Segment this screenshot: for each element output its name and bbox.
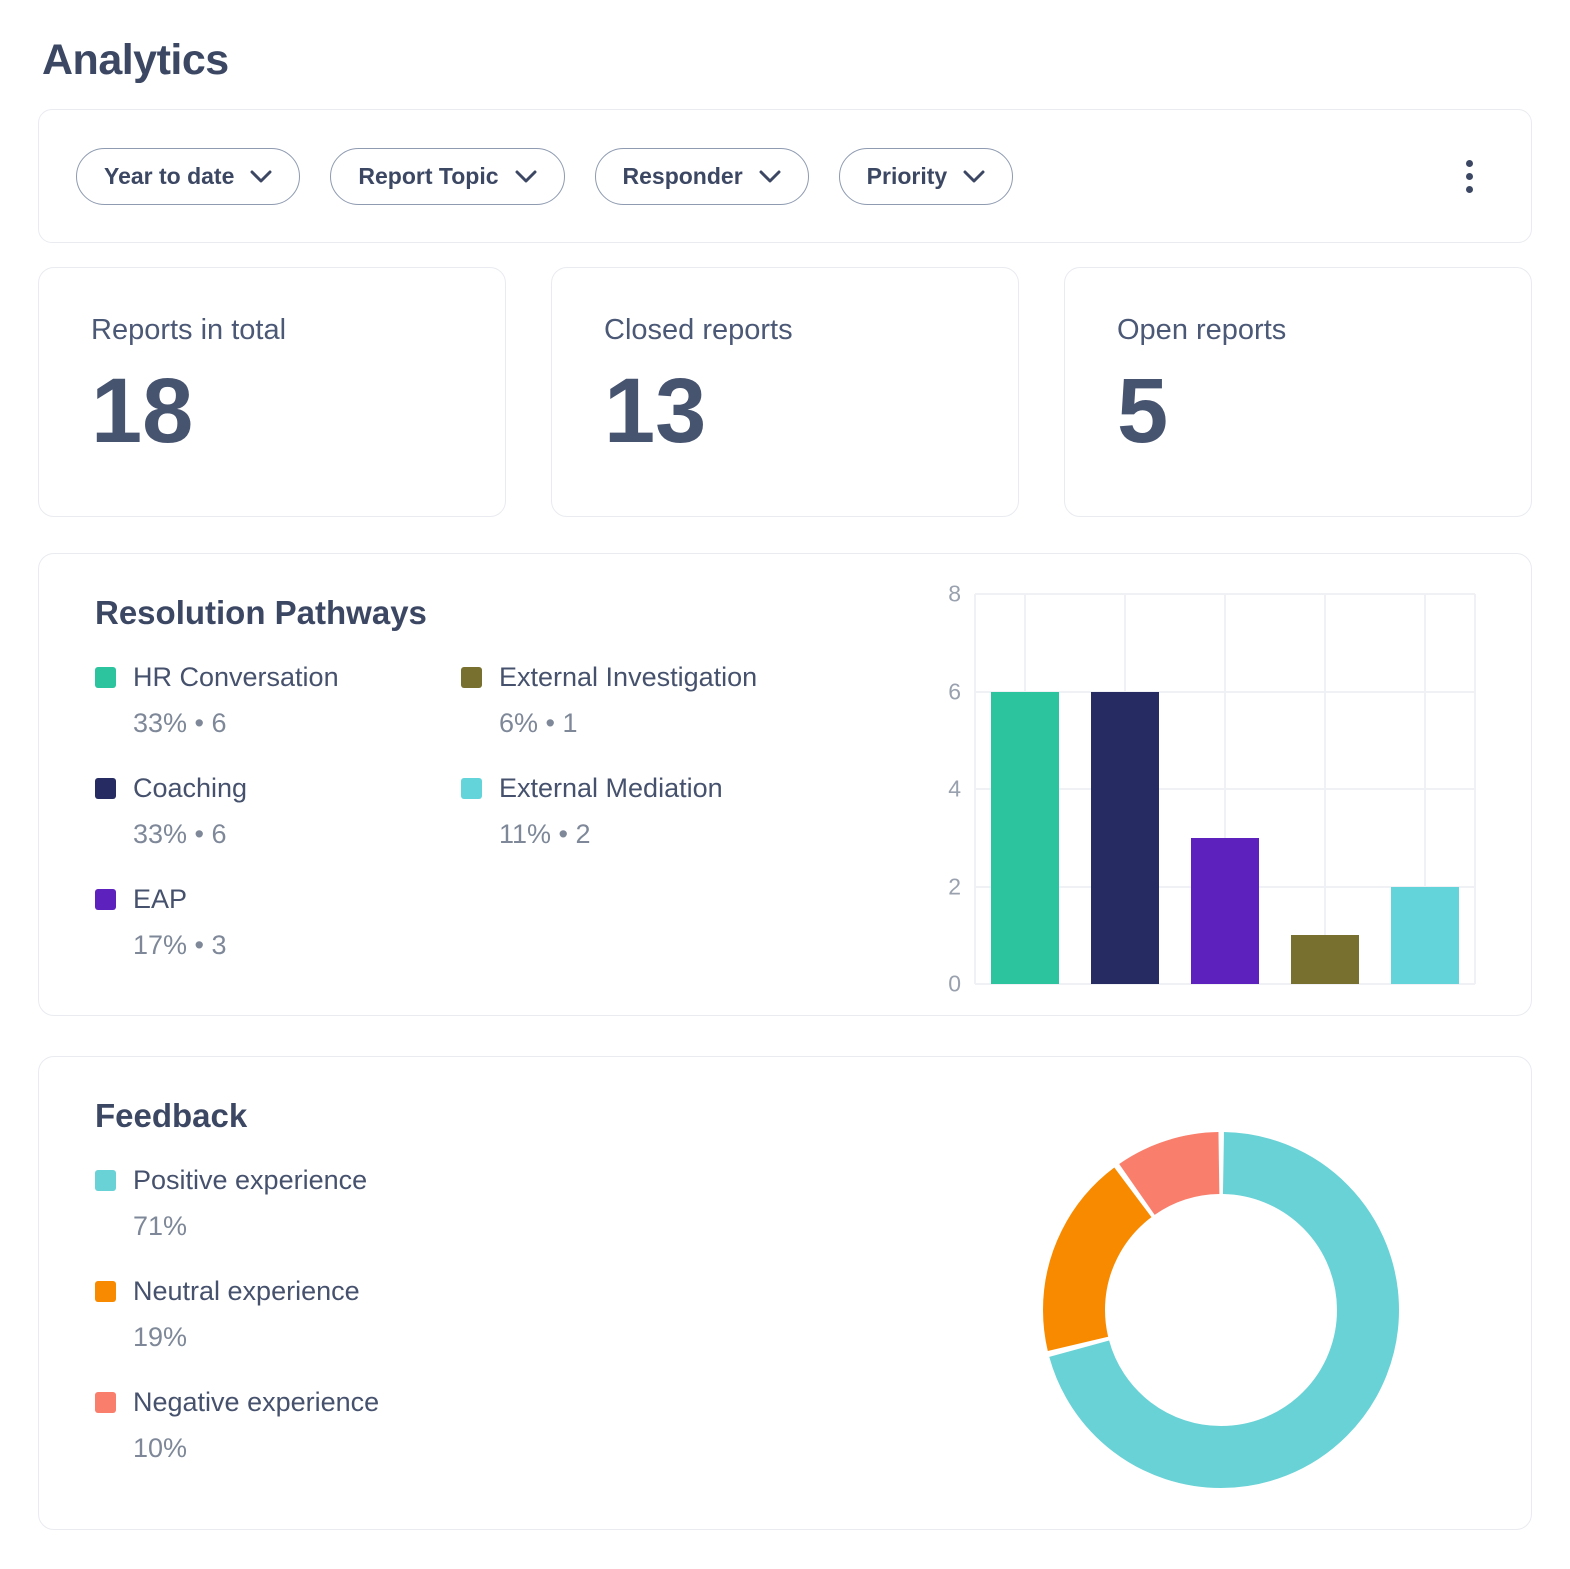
y-tick-label: 8 [948, 580, 961, 607]
resolution-pathways-title: Resolution Pathways [95, 594, 427, 631]
legend-item-eap: EAP 17% • 3 [95, 884, 461, 961]
stat-card-reports-in-total: Reports in total 18 [38, 267, 506, 517]
filter-pill-priority[interactable]: Priority [838, 147, 1014, 205]
stat-value: 5 [1117, 360, 1169, 462]
stats-row: Reports in total 18 Closed reports 13 Op… [38, 267, 1532, 517]
legend-detail: 17% • 3 [133, 930, 227, 960]
chevron-down-icon [759, 170, 781, 182]
chevron-down-icon [963, 170, 985, 182]
y-tick-label: 6 [948, 678, 961, 704]
kebab-vertical-icon [1466, 159, 1473, 167]
legend-label: HR Conversation [133, 662, 339, 692]
legend-detail: 33% • 6 [133, 819, 227, 849]
legend-swatch [95, 1281, 116, 1302]
chevron-down-icon [250, 170, 272, 182]
filter-pill-report-topic[interactable]: Report Topic [330, 147, 565, 205]
feedback-legend: Positive experience 71% Neutral experien… [95, 1165, 379, 1464]
legend-swatch [95, 778, 116, 799]
resolution-pathways-left: Resolution Pathways HR Conversation 33% … [95, 594, 827, 961]
bar-eap[interactable] [1191, 837, 1259, 984]
legend-item-neutral-experience: Neutral experience 19% [95, 1276, 379, 1353]
filter-pill-label: Responder [622, 162, 743, 189]
v-gridline [1324, 594, 1326, 984]
legend-item-external-investigation: External Investigation 6% • 1 [461, 662, 827, 739]
resolution-pathways-card: Resolution Pathways HR Conversation 33% … [38, 553, 1532, 1016]
kebab-vertical-icon [1466, 185, 1473, 193]
legend-item-positive-experience: Positive experience 71% [95, 1165, 379, 1242]
analytics-page: Analytics Year to date Report Topic Resp… [38, 36, 1532, 1530]
stat-label: Open reports [1117, 314, 1287, 346]
feedback-card: Feedback Positive experience 71% Neutral… [38, 1056, 1532, 1530]
stat-value: 18 [91, 360, 194, 462]
legend-swatch [95, 1170, 116, 1191]
legend-detail: 6% • 1 [499, 708, 578, 738]
stat-value: 13 [604, 360, 707, 462]
filter-bar: Year to date Report Topic Responder Prio… [38, 109, 1532, 243]
legend-label: External Investigation [499, 662, 758, 692]
v-gridline [1224, 594, 1226, 984]
legend-detail: 33% • 6 [133, 708, 227, 738]
v-gridline [974, 594, 976, 984]
v-gridline [1474, 594, 1476, 984]
v-gridline [1424, 594, 1426, 984]
legend-detail: 10% [133, 1433, 188, 1463]
legend-label: External Mediation [499, 773, 723, 803]
legend-item-external-mediation: External Mediation 11% • 2 [461, 773, 827, 850]
bar-hr-conversation[interactable] [991, 691, 1059, 984]
filter-pill-year-to-date[interactable]: Year to date [76, 147, 301, 205]
bar-column [975, 594, 1075, 984]
stat-card-open-reports: Open reports 5 [1064, 267, 1532, 517]
bar-column [1275, 594, 1375, 984]
bar-chart-plot [974, 593, 1476, 985]
stat-label: Reports in total [91, 314, 287, 346]
feedback-donut-svg[interactable] [1041, 1130, 1401, 1490]
legend-swatch [461, 778, 482, 799]
page-title: Analytics [42, 36, 229, 84]
legend-label: Negative experience [133, 1387, 380, 1417]
y-tick-label: 0 [948, 970, 961, 997]
h-gridline [975, 983, 1475, 985]
stat-label: Closed reports [604, 314, 793, 346]
bar-external-investigation[interactable] [1291, 935, 1359, 984]
more-options-button[interactable] [1456, 152, 1483, 201]
stat-card-closed-reports: Closed reports 13 [551, 267, 1019, 517]
feedback-left: Feedback Positive experience 71% Neutral… [95, 1097, 379, 1464]
legend-swatch [95, 667, 116, 688]
bar-external-mediation[interactable] [1391, 886, 1459, 984]
legend-item-hr-conversation: HR Conversation 33% • 6 [95, 662, 461, 739]
bar-column [1075, 594, 1175, 984]
legend-detail: 71% [133, 1211, 188, 1241]
legend-item-coaching: Coaching 33% • 6 [95, 773, 461, 850]
legend-item-negative-experience: Negative experience 10% [95, 1387, 379, 1464]
filter-pill-label: Priority [866, 162, 948, 189]
legend-detail: 11% • 2 [499, 819, 591, 849]
legend-swatch [461, 667, 482, 688]
legend-detail: 19% [133, 1322, 188, 1352]
legend-label: Coaching [133, 773, 248, 803]
legend-swatch [95, 889, 116, 910]
bar-chart-bars [975, 594, 1475, 984]
filter-pill-label: Report Topic [358, 162, 499, 189]
bar-coaching[interactable] [1091, 691, 1159, 984]
filter-pill-responder[interactable]: Responder [594, 147, 809, 205]
bar-chart-y-axis: 0 2 4 6 8 [931, 582, 975, 995]
chevron-down-icon [515, 170, 537, 182]
y-tick-label: 4 [948, 775, 961, 802]
feedback-donut-chart[interactable] [1041, 1130, 1401, 1490]
legend-label: EAP [133, 884, 188, 914]
legend-swatch [95, 1392, 116, 1413]
bar-column [1175, 594, 1275, 984]
filter-pill-group: Year to date Report Topic Responder Prio… [76, 147, 1014, 205]
filter-pill-label: Year to date [104, 162, 235, 189]
donut-slice-neutral-experience[interactable] [1043, 1132, 1399, 1488]
y-tick-label: 2 [948, 873, 961, 899]
legend-label: Neutral experience [133, 1276, 360, 1306]
resolution-pathways-legend: HR Conversation 33% • 6 Coaching 33% • 6 [95, 662, 827, 961]
bar-column [1375, 594, 1475, 984]
kebab-vertical-icon [1466, 172, 1473, 180]
donut-slice-positive-experience[interactable] [1043, 1132, 1399, 1488]
resolution-pathways-bar-chart[interactable]: 0 2 4 6 8 [931, 582, 1476, 995]
legend-label: Positive experience [133, 1165, 368, 1195]
feedback-title: Feedback [95, 1097, 248, 1134]
